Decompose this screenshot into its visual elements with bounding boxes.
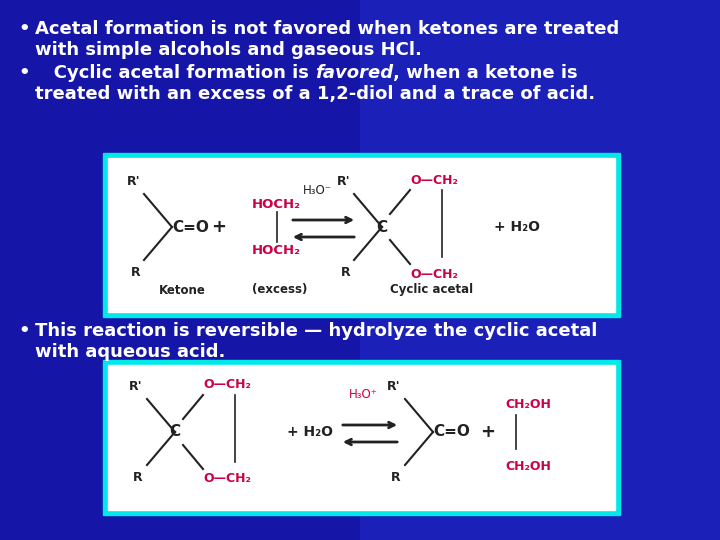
- Text: +: +: [212, 218, 227, 236]
- Bar: [360, 0, 720, 540]
- Text: HOCH₂: HOCH₂: [252, 198, 301, 211]
- Text: +: +: [480, 423, 495, 441]
- Text: CH₂OH: CH₂OH: [505, 461, 551, 474]
- Bar: [103, 360, 620, 515]
- Text: C: C: [169, 424, 181, 440]
- Text: , when a ketone is: , when a ketone is: [393, 64, 578, 82]
- Text: C=O: C=O: [433, 424, 470, 440]
- Text: + H₂O: + H₂O: [287, 425, 333, 439]
- Text: with aqueous acid.: with aqueous acid.: [35, 343, 225, 361]
- Bar: [108, 365, 615, 510]
- Text: •: •: [18, 322, 30, 340]
- Text: This reaction is reversible — hydrolyze the cyclic acetal: This reaction is reversible — hydrolyze …: [35, 322, 598, 340]
- Text: O—CH₂: O—CH₂: [203, 472, 251, 485]
- Text: treated with an excess of a 1,2-diol and a trace of acid.: treated with an excess of a 1,2-diol and…: [35, 85, 595, 103]
- Text: favored: favored: [315, 64, 393, 82]
- Text: R': R': [127, 175, 140, 188]
- Text: R: R: [133, 471, 143, 484]
- Text: H₃O⁺: H₃O⁺: [348, 388, 377, 402]
- Text: with simple alcohols and gaseous HCl.: with simple alcohols and gaseous HCl.: [35, 41, 422, 59]
- Text: O—CH₂: O—CH₂: [410, 267, 458, 280]
- Text: C: C: [377, 219, 387, 234]
- Text: O—CH₂: O—CH₂: [410, 173, 458, 186]
- Text: R: R: [130, 266, 140, 279]
- Text: O—CH₂: O—CH₂: [203, 379, 251, 392]
- Text: •: •: [18, 64, 30, 82]
- Text: R': R': [387, 380, 401, 393]
- Bar: [108, 158, 615, 312]
- Text: H₃O⁻: H₃O⁻: [302, 184, 331, 197]
- Text: R': R': [130, 380, 143, 393]
- Text: CH₂OH: CH₂OH: [505, 399, 551, 411]
- Text: Cyclic acetal formation is: Cyclic acetal formation is: [35, 64, 315, 82]
- Text: R: R: [392, 471, 401, 484]
- Text: Cyclic acetal: Cyclic acetal: [390, 284, 474, 296]
- Text: (excess): (excess): [252, 284, 307, 296]
- Text: C=O: C=O: [172, 219, 209, 234]
- Text: R': R': [336, 175, 350, 188]
- Text: HOCH₂: HOCH₂: [252, 244, 301, 256]
- Text: R: R: [341, 266, 350, 279]
- Bar: [103, 153, 620, 317]
- Text: •: •: [18, 20, 30, 38]
- Text: + H₂O: + H₂O: [494, 220, 540, 234]
- Text: Acetal formation is not favored when ketones are treated: Acetal formation is not favored when ket…: [35, 20, 619, 38]
- Text: Ketone: Ketone: [158, 284, 205, 296]
